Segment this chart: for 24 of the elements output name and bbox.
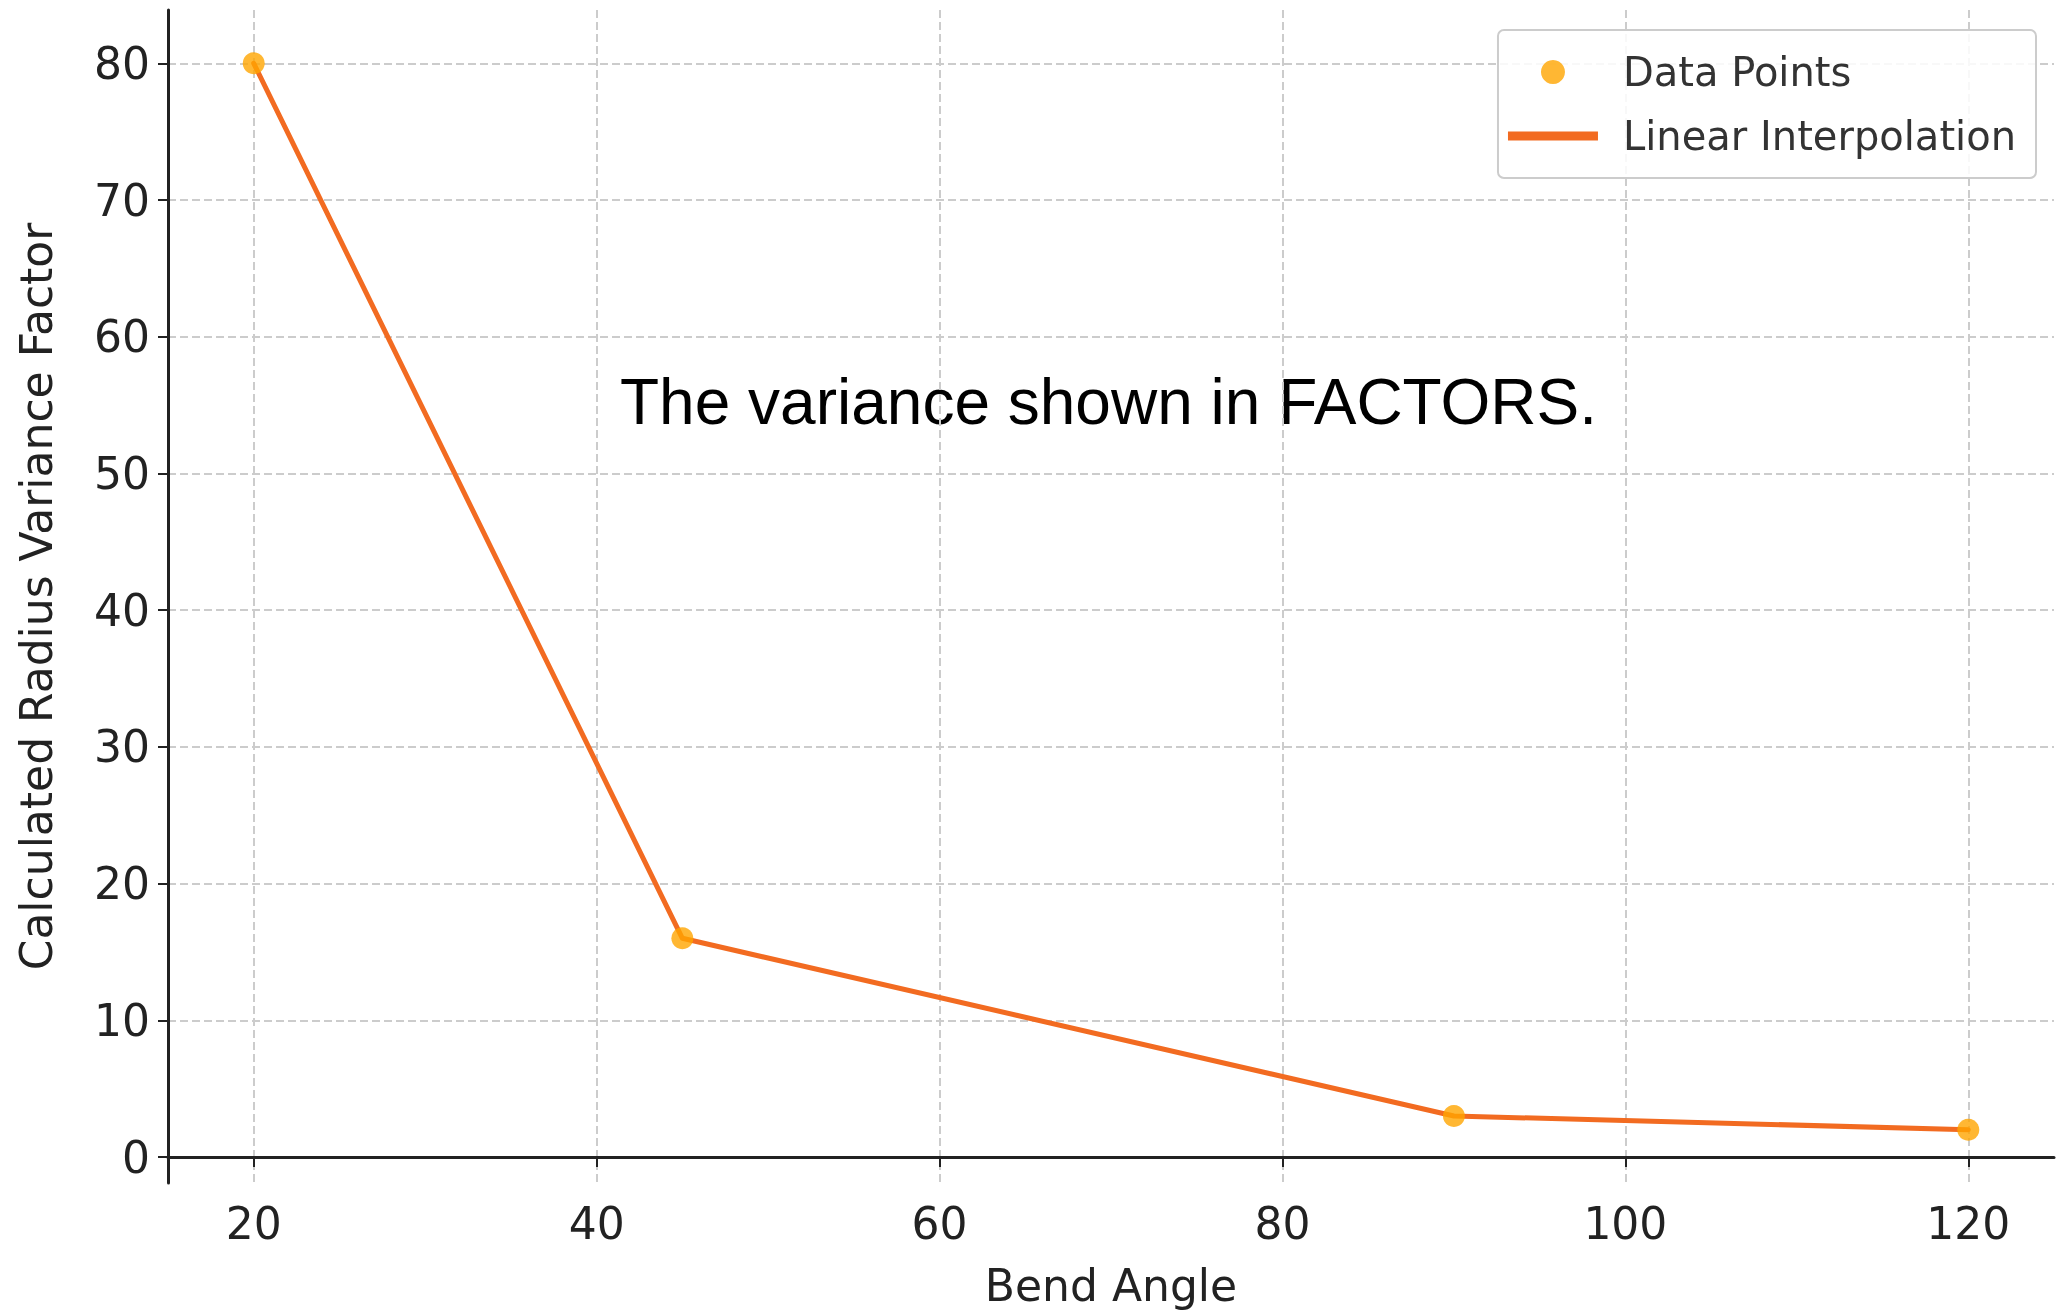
y-axis-title: Calculated Radius Variance Factor [10, 221, 62, 971]
legend-label: Linear Interpolation [1622, 113, 2016, 159]
point [1957, 1118, 1980, 1141]
y-tick-label: 50 [94, 447, 150, 499]
x-tick-label: 60 [911, 1197, 968, 1249]
y-tick-label: 60 [94, 311, 150, 363]
y-tick-label: 70 [94, 174, 150, 226]
x-tick-label: 20 [225, 1197, 282, 1249]
x-tick-label: 40 [568, 1197, 625, 1249]
y-tick-label: 40 [94, 584, 150, 636]
y-tick-label: 0 [122, 1131, 150, 1183]
point [1442, 1105, 1465, 1127]
point [242, 52, 265, 75]
x-tick-label: 80 [1254, 1197, 1311, 1249]
x-tick-label: 120 [1926, 1197, 2011, 1249]
y-tick-label: 80 [94, 37, 150, 89]
y-tick-label: 20 [94, 858, 150, 910]
x-tick-label: 100 [1583, 1197, 1668, 1249]
point [671, 927, 694, 950]
annotation: The variance shown in FACTORS. [620, 366, 1597, 438]
x-axis-title: Bend Angle [984, 1259, 1238, 1311]
y-tick-label: 10 [94, 994, 150, 1046]
legend-label: Data Points [1622, 49, 1852, 95]
y-tick-label: 30 [94, 721, 150, 773]
